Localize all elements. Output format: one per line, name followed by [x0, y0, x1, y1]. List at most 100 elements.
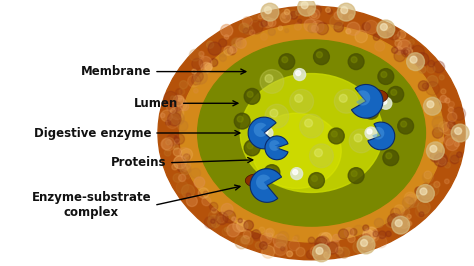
- Circle shape: [282, 14, 287, 18]
- Circle shape: [318, 233, 328, 242]
- Circle shape: [305, 119, 312, 127]
- Circle shape: [438, 156, 447, 164]
- Circle shape: [290, 11, 298, 19]
- Circle shape: [308, 24, 317, 33]
- Circle shape: [162, 138, 175, 151]
- Circle shape: [172, 164, 178, 170]
- Circle shape: [388, 86, 404, 102]
- Circle shape: [354, 134, 362, 142]
- Circle shape: [451, 124, 469, 142]
- Circle shape: [189, 49, 201, 61]
- Circle shape: [245, 236, 253, 244]
- Circle shape: [373, 231, 379, 237]
- Circle shape: [421, 188, 432, 200]
- Circle shape: [394, 35, 401, 41]
- Circle shape: [363, 225, 369, 231]
- Circle shape: [419, 212, 424, 217]
- Circle shape: [387, 27, 400, 40]
- Circle shape: [447, 112, 457, 122]
- Circle shape: [176, 181, 189, 193]
- Circle shape: [430, 151, 441, 162]
- Circle shape: [401, 50, 405, 54]
- Circle shape: [203, 191, 208, 196]
- Circle shape: [378, 231, 386, 239]
- Circle shape: [363, 229, 373, 239]
- Circle shape: [201, 62, 211, 73]
- Circle shape: [381, 24, 387, 31]
- Circle shape: [355, 30, 367, 43]
- Wedge shape: [254, 123, 266, 137]
- Circle shape: [298, 0, 316, 16]
- Circle shape: [173, 144, 178, 149]
- Circle shape: [188, 75, 200, 87]
- Circle shape: [450, 127, 459, 136]
- Circle shape: [313, 49, 329, 65]
- Circle shape: [331, 131, 337, 137]
- Wedge shape: [372, 127, 384, 139]
- Wedge shape: [356, 90, 370, 106]
- Ellipse shape: [240, 74, 383, 192]
- Circle shape: [357, 236, 375, 254]
- Circle shape: [179, 147, 189, 157]
- Circle shape: [379, 31, 386, 39]
- Circle shape: [455, 128, 462, 135]
- Circle shape: [199, 56, 212, 69]
- Circle shape: [419, 66, 426, 73]
- Circle shape: [192, 69, 197, 74]
- Circle shape: [397, 215, 410, 228]
- Circle shape: [222, 228, 229, 236]
- Circle shape: [402, 48, 411, 57]
- Circle shape: [178, 121, 188, 131]
- Circle shape: [210, 202, 218, 211]
- Circle shape: [183, 154, 190, 161]
- Circle shape: [333, 234, 340, 242]
- Circle shape: [234, 113, 250, 129]
- Circle shape: [192, 58, 203, 69]
- Circle shape: [232, 217, 236, 221]
- Circle shape: [434, 181, 440, 188]
- Circle shape: [295, 94, 302, 102]
- Circle shape: [432, 146, 441, 155]
- Circle shape: [247, 92, 253, 97]
- Circle shape: [247, 143, 253, 149]
- Circle shape: [282, 57, 288, 63]
- Circle shape: [185, 174, 190, 179]
- Circle shape: [261, 127, 273, 139]
- Circle shape: [235, 236, 248, 249]
- Circle shape: [380, 97, 392, 109]
- Circle shape: [244, 221, 254, 230]
- Circle shape: [173, 95, 184, 106]
- Circle shape: [166, 116, 179, 128]
- Circle shape: [208, 42, 221, 55]
- Circle shape: [175, 139, 180, 144]
- Circle shape: [415, 205, 428, 218]
- Circle shape: [166, 140, 171, 145]
- Circle shape: [264, 7, 272, 14]
- Circle shape: [334, 89, 358, 113]
- Circle shape: [415, 187, 423, 195]
- Circle shape: [280, 12, 291, 23]
- Circle shape: [161, 139, 172, 150]
- Circle shape: [219, 39, 227, 47]
- Circle shape: [219, 50, 227, 57]
- Circle shape: [427, 76, 438, 87]
- Circle shape: [432, 127, 443, 138]
- Circle shape: [244, 88, 260, 104]
- Circle shape: [261, 233, 272, 244]
- Circle shape: [327, 9, 332, 14]
- Circle shape: [241, 236, 250, 244]
- Circle shape: [351, 57, 357, 63]
- Circle shape: [427, 184, 439, 196]
- Circle shape: [347, 22, 360, 35]
- Circle shape: [181, 148, 192, 160]
- Circle shape: [391, 215, 400, 224]
- Circle shape: [363, 103, 379, 119]
- Circle shape: [263, 129, 268, 134]
- Circle shape: [339, 247, 350, 258]
- Circle shape: [264, 246, 270, 252]
- Ellipse shape: [252, 113, 341, 189]
- Circle shape: [296, 70, 301, 76]
- Circle shape: [388, 27, 393, 33]
- Circle shape: [395, 40, 402, 47]
- Circle shape: [439, 137, 444, 142]
